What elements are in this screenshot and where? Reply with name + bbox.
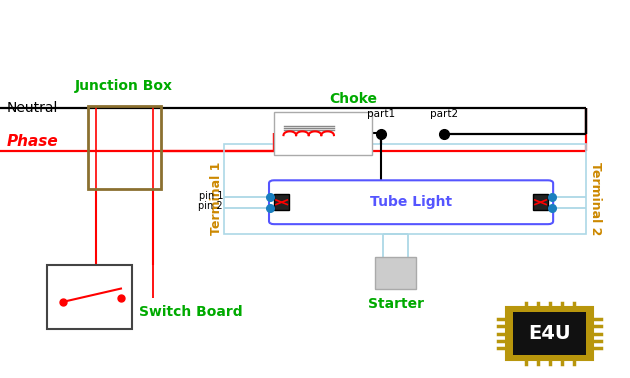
Text: pin 2: pin 2 <box>198 201 223 211</box>
FancyBboxPatch shape <box>269 180 553 224</box>
Text: pin 1: pin 1 <box>198 191 223 201</box>
Bar <box>47 265 132 329</box>
Text: E4U: E4U <box>529 324 571 343</box>
Text: Terminal 2: Terminal 2 <box>589 162 602 235</box>
Text: Phase: Phase <box>6 134 58 149</box>
Text: Starter: Starter <box>368 297 423 311</box>
Bar <box>88 106 161 189</box>
Bar <box>533 194 548 210</box>
Bar <box>513 312 586 355</box>
Text: part2: part2 <box>430 109 458 119</box>
Bar <box>375 257 416 289</box>
Text: Choke: Choke <box>329 92 377 106</box>
Bar <box>224 144 586 234</box>
Bar <box>506 307 593 360</box>
Text: Neutral: Neutral <box>6 101 58 115</box>
Text: Switch Board: Switch Board <box>139 305 242 319</box>
Text: Terminal 1: Terminal 1 <box>210 162 222 235</box>
Text: Junction Box: Junction Box <box>75 79 173 93</box>
Text: Tube Light: Tube Light <box>370 195 452 209</box>
Bar <box>274 112 372 155</box>
Text: part1: part1 <box>367 109 395 119</box>
Bar <box>274 194 289 210</box>
